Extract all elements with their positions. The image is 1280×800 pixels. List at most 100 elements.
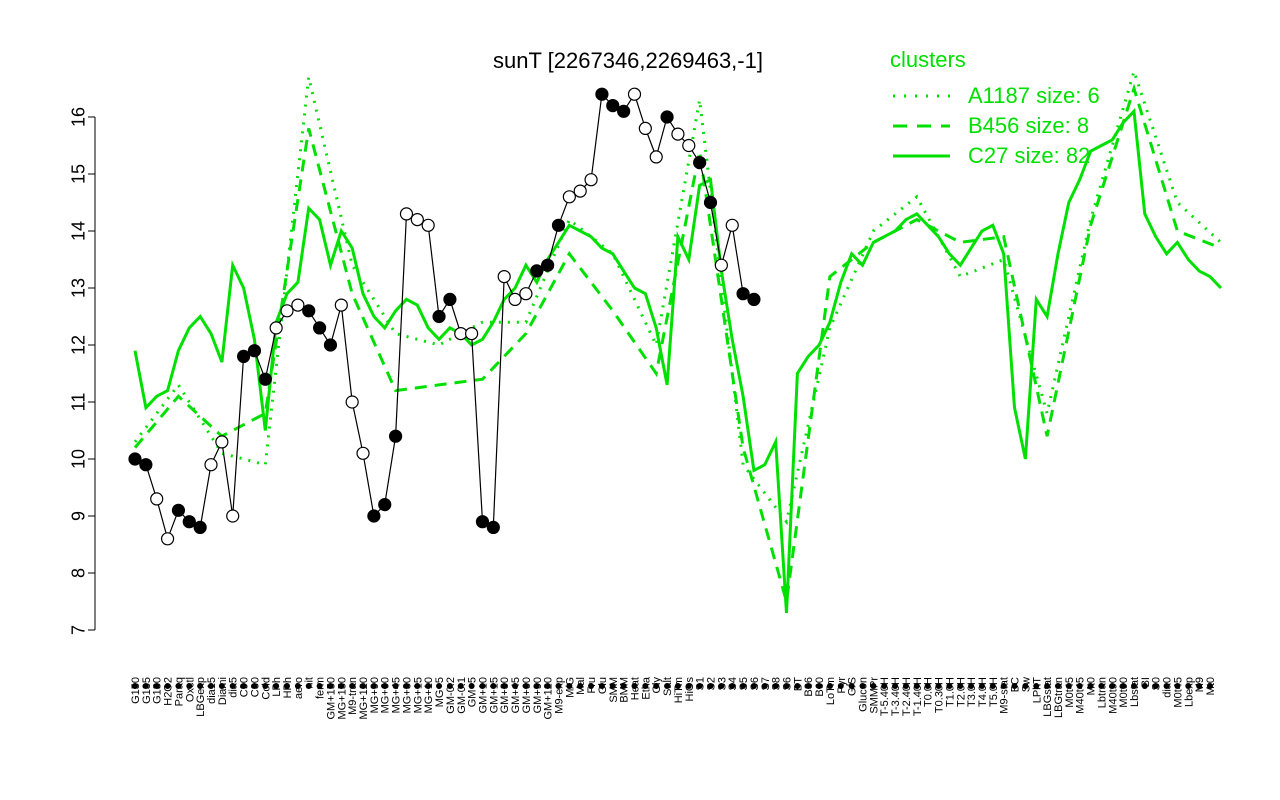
x-tick-label: Sw xyxy=(1020,677,1032,692)
x-tick-dot xyxy=(338,683,345,689)
x-tick-dot xyxy=(251,683,258,689)
x-tick-label: BI xyxy=(1140,677,1152,687)
x-tick-dot xyxy=(566,683,573,689)
x-tick-label: Mt0 xyxy=(1086,677,1098,695)
data-point xyxy=(334,298,348,312)
x-tick-dot xyxy=(501,683,508,689)
data-point xyxy=(389,429,403,443)
x-tick-dot xyxy=(653,683,660,689)
data-point xyxy=(747,292,761,306)
data-point xyxy=(638,121,652,135)
data-point xyxy=(714,258,728,272)
x-tick-dot xyxy=(316,683,323,689)
x-tick-label: SMMPr xyxy=(868,677,880,714)
x-tick-label: Heat xyxy=(629,677,641,700)
x-tick-label: S1 xyxy=(695,677,707,690)
x-tick-dot xyxy=(142,683,149,689)
x-tick-label: MG+150 xyxy=(336,677,348,720)
x-tick-label: Paraq xyxy=(173,677,185,706)
x-tick-label: dia0 xyxy=(1162,677,1174,698)
x-tick-dot xyxy=(240,683,247,689)
x-tick-dot xyxy=(1130,683,1137,689)
data-point xyxy=(584,173,598,187)
x-tick-dot xyxy=(816,683,823,689)
x-tick-label: GM+30 xyxy=(499,677,511,713)
x-tick-label: GM+120 xyxy=(543,677,555,720)
x-tick-label: T5.0H xyxy=(988,677,1000,707)
x-tick-dot xyxy=(859,683,866,689)
x-tick-label: Oxctl xyxy=(184,677,196,702)
data-point xyxy=(150,492,164,506)
x-tick-dot xyxy=(1196,683,1203,689)
x-tick-label: dia5 xyxy=(228,677,240,698)
x-tick-dot xyxy=(1141,683,1148,689)
x-tick-dot xyxy=(381,683,388,689)
x-tick-label: BMM xyxy=(619,677,631,703)
x-tick-label: Etha xyxy=(640,676,652,700)
x-tick-label: G180 xyxy=(152,677,164,704)
x-tick-label: S6 xyxy=(749,677,761,690)
y-tick-label: 14 xyxy=(68,221,88,241)
x-tick-dot xyxy=(685,683,692,689)
x-tick-dot xyxy=(1011,683,1018,689)
x-tick-dot xyxy=(837,683,844,689)
data-point xyxy=(660,110,674,124)
x-tick-label: M9-stat xyxy=(999,677,1011,714)
data-point xyxy=(312,321,327,335)
x-tick-dot xyxy=(1076,683,1083,689)
x-tick-label: BC xyxy=(1010,677,1022,692)
x-tick-dot xyxy=(577,683,584,689)
x-tick-label: MG+90 xyxy=(369,677,381,713)
x-tick-dot xyxy=(436,683,443,689)
data-point xyxy=(215,435,229,449)
data-point xyxy=(595,87,609,101)
x-tick-dot xyxy=(446,683,453,689)
x-tick-dot xyxy=(989,683,996,689)
series-layer xyxy=(133,66,1222,613)
x-tick-dot xyxy=(913,683,920,689)
data-point xyxy=(649,150,663,164)
x-tick-dot xyxy=(555,683,562,689)
x-tick-dot xyxy=(902,683,909,689)
x-tick-label: aero xyxy=(293,677,305,699)
x-tick-dot xyxy=(175,683,182,689)
x-tick-dot xyxy=(218,683,225,689)
x-tick-label: Mt0 xyxy=(1205,677,1217,695)
x-tick-dot xyxy=(1185,683,1192,689)
data-point xyxy=(247,344,262,358)
data-point xyxy=(421,218,435,232)
y-tick-label: 10 xyxy=(68,449,88,469)
x-tick-label: MG+15 xyxy=(412,677,424,713)
x-tick-label: GM-0.2 xyxy=(445,677,457,714)
x-tick-label: Glucon xyxy=(858,677,870,712)
x-tick-label: S8 xyxy=(771,677,783,690)
x-tick-label: Salt xyxy=(662,677,674,696)
x-tick-dot xyxy=(1033,683,1040,689)
x-tick-label: T-3.40H xyxy=(890,677,902,716)
data-point xyxy=(541,258,555,272)
x-tick-dot xyxy=(349,683,356,689)
x-tick-label: SMM xyxy=(608,677,620,703)
data-point xyxy=(671,127,685,141)
x-tick-label: MG+120 xyxy=(358,677,370,720)
x-tick-label: MG+60 xyxy=(380,677,392,713)
x-tick-dot xyxy=(153,683,160,689)
y-tick-label: 9 xyxy=(68,511,88,521)
chart-title: sunT [2267346,2269463,-1] xyxy=(493,48,763,73)
y-tick-label: 7 xyxy=(68,625,88,635)
x-tick-label: LoTm xyxy=(825,677,837,705)
x-tick-dot xyxy=(490,683,497,689)
data-point xyxy=(736,287,750,301)
x-tick-dot xyxy=(479,683,486,689)
x-tick-label: Glu xyxy=(597,677,609,694)
data-point xyxy=(432,309,446,324)
x-tick-label: C30 xyxy=(249,677,261,697)
x-tick-label: LPh xyxy=(271,677,283,697)
x-tick-label: GM+60 xyxy=(521,677,533,713)
y-tick-label: 12 xyxy=(68,335,88,355)
x-tick-label: LPhT xyxy=(1031,677,1043,704)
x-tick-dot xyxy=(740,683,747,689)
x-tick-label: ferm xyxy=(315,677,327,699)
x-tick-dot xyxy=(631,683,638,689)
